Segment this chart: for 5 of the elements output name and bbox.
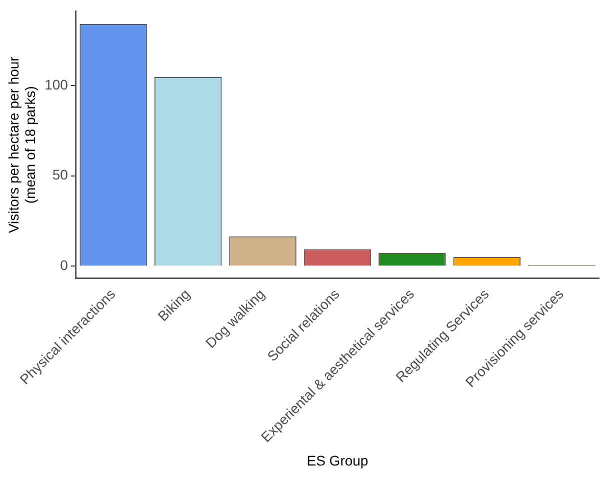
y-axis-title: Visitors per hectare per hour (mean of 18 parks) <box>5 56 38 234</box>
y-tick-label: 0 <box>60 257 68 274</box>
y-tick-label: 100 <box>44 76 68 92</box>
x-axis-title: ES Group <box>306 452 368 468</box>
y-tick-label: 50 <box>52 166 68 183</box>
